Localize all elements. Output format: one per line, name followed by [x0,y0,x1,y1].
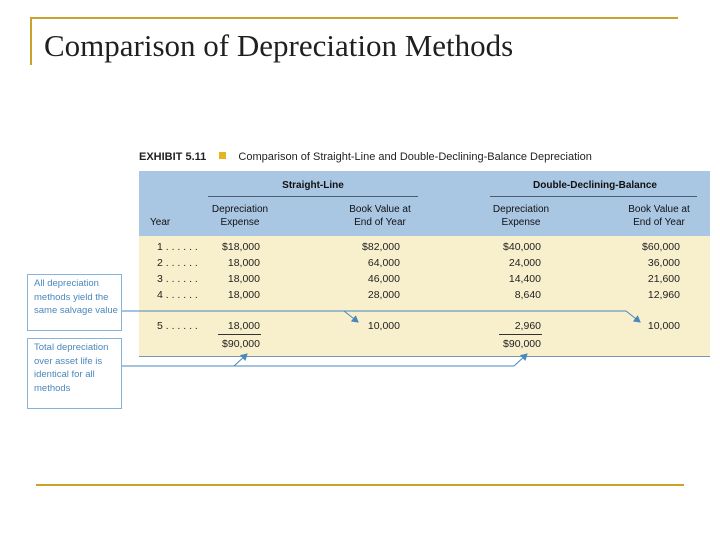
col-header-sl-book: Book Value at End of Year [340,203,420,229]
col-header-line: End of Year [354,217,406,228]
total-sl-expense: $90,000 [222,338,260,350]
col-header-line: Expense [220,217,260,228]
row-year: 3 . . . . . . [157,273,198,285]
row-sl-book: $82,000 [362,241,400,253]
total-arrow-sl [122,353,248,367]
bottom-accent-rule [36,484,684,486]
row-ddb-book: 12,960 [647,289,680,301]
col-header-ddb-expense: Depreciation Expense [481,203,561,229]
table-header-band [139,171,710,236]
slide-title: Comparison of Depreciation Methods [44,28,514,63]
col-header-line: Book Value at [349,204,411,215]
row-ddb-book: 10,000 [647,320,680,332]
row-sl-expense: 18,000 [227,320,260,332]
row-sl-book: 64,000 [367,257,400,269]
row-year: 1 . . . . . . [157,241,198,253]
row-ddb-expense: $40,000 [503,241,541,253]
row-ddb-expense: 8,640 [514,289,541,301]
group-header-ddb: Double-Declining-Balance [533,180,657,191]
total-ddb-expense: $90,000 [503,338,541,350]
salvage-arrow-sl [122,310,359,323]
row-ddb-expense: 14,400 [508,273,541,285]
top-accent-rule [30,17,678,19]
ddb-sum-underline [499,334,542,335]
group-rule-ddb [490,196,697,197]
exhibit-heading: EXHIBIT 5.11 Comparison of Straight-Line… [139,151,592,163]
col-header-line: End of Year [633,217,685,228]
salvage-arrow-ddb [344,310,641,323]
col-header-line: Depreciation [492,204,550,215]
row-ddb-book: 21,600 [647,273,680,285]
row-sl-expense: 18,000 [227,273,260,285]
row-sl-expense: 18,000 [227,257,260,269]
group-header-straight-line: Straight-Line [282,180,344,191]
row-sl-expense: $18,000 [222,241,260,253]
left-accent-rule [30,17,32,65]
row-sl-book: 28,000 [367,289,400,301]
row-ddb-book: $60,000 [642,241,680,253]
callout-total-depreciation: Total depreciation over asset life is id… [27,338,122,409]
col-header-line: Depreciation [211,204,269,215]
exhibit-id: EXHIBIT 5.11 [139,151,207,163]
col-header-year: Year [150,217,171,228]
total-arrow-ddb [234,353,528,367]
col-header-line: Expense [501,217,541,228]
sl-sum-underline [218,334,261,335]
row-year: 5 . . . . . . [157,320,198,332]
exhibit-square-icon [219,152,227,159]
col-header-line: Book Value at [628,204,690,215]
row-year: 2 . . . . . . [157,257,198,269]
row-ddb-expense: 24,000 [508,257,541,269]
col-header-sl-expense: Depreciation Expense [200,203,280,229]
row-sl-expense: 18,000 [227,289,260,301]
row-sl-book: 10,000 [367,320,400,332]
row-year: 4 . . . . . . [157,289,198,301]
callout-salvage-value: All depreciation methods yield the same … [27,274,122,331]
exhibit-caption: Comparison of Straight-Line and Double-D… [238,151,592,163]
col-header-ddb-book: Book Value at End of Year [619,203,699,229]
table-bottom-rule [139,356,710,357]
row-sl-book: 46,000 [367,273,400,285]
row-ddb-book: 36,000 [647,257,680,269]
table-body-band [139,236,710,356]
row-ddb-expense: 2,960 [514,320,541,332]
group-rule-straight-line [208,196,418,197]
